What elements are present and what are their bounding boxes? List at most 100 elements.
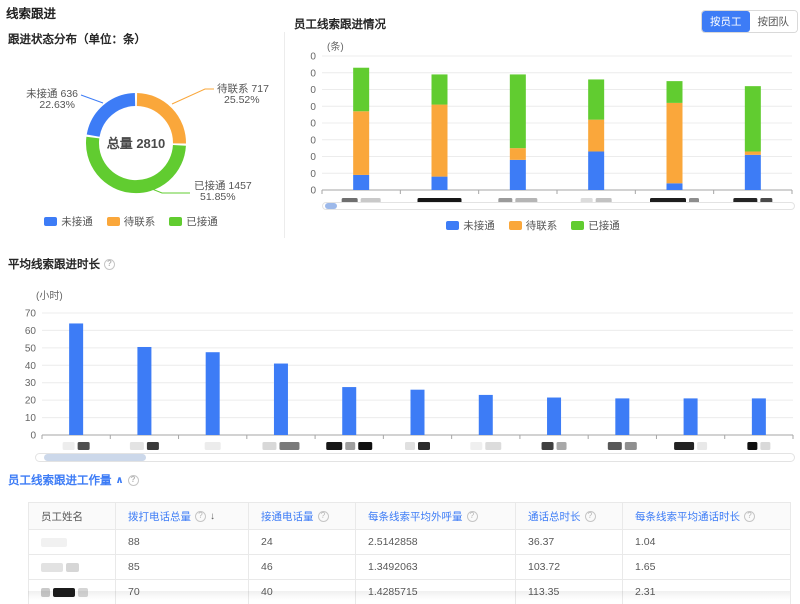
stacked-bar-segment-待联系[interactable] [666,102,683,184]
help-icon[interactable]: ? [104,258,115,270]
cell-total-calls: 88 [115,529,249,555]
toggle-by-employee-button[interactable]: 按员工 [702,11,750,32]
stacked-chart-scrollbar-handle[interactable] [325,203,337,209]
help-icon[interactable]: ? [195,510,206,522]
help-icon[interactable]: ? [317,510,329,522]
redacted-name-block [41,537,67,547]
redacted-name-block [41,587,50,597]
collapse-icon[interactable]: ∧ [115,474,124,486]
status-donut-chart[interactable]: 待联系 717 25.52% 未接通 636 22.63% 已接通 1457 5… [0,58,284,213]
help-icon[interactable]: ? [744,510,755,522]
col-label: 通话总时长 [528,510,581,523]
y-tick-label: 10 [310,169,316,180]
redacted-axis-label [77,442,90,450]
legend-item[interactable]: 已接通 [571,218,620,233]
legend-item[interactable]: 待联系 [106,214,155,229]
cell-avg-outbound: 1.3492063 [355,554,516,580]
col-header-total-calls[interactable]: 拨打电话总量 ? ↓ [115,502,249,530]
y-tick-label: 30 [25,378,37,389]
legend-label: 已接通 [186,216,218,228]
redacted-axis-label [624,442,637,450]
stacked-bar-segment-待联系[interactable] [431,104,448,177]
redacted-axis-label [129,442,144,450]
col-label: 每条线索平均外呼量 [368,510,463,523]
cell-employee-name [28,579,116,604]
table-scroll-shadow [28,591,790,600]
redacted-axis-label [326,442,343,450]
donut-slice-未接通[interactable] [86,93,136,138]
duration-bar[interactable] [410,389,425,435]
duration-bar[interactable] [205,352,220,435]
y-tick-label: 0 [310,186,316,197]
stacked-bar-segment-待联系[interactable] [588,119,605,152]
y-tick-label: 60 [25,326,37,337]
duration-bar[interactable] [137,346,152,435]
legend-item[interactable]: 已接通 [169,214,218,229]
help-icon[interactable]: ? [584,510,596,522]
stacked-bar-segment-待联系[interactable] [353,111,370,175]
col-header-avg-outbound-per-lead[interactable]: 每条线索平均外呼量 ? [355,502,516,530]
help-icon[interactable]: ? [127,474,139,486]
legend-chip [571,221,585,230]
stacked-bar-segment-待联系[interactable] [744,151,761,155]
stacked-bar-segment-未接通[interactable] [431,176,448,190]
stacked-bar-segment-未接通[interactable] [666,183,683,190]
duration-bar[interactable] [273,363,288,435]
duration-bar[interactable] [342,387,357,435]
cell-total-calls: 85 [115,554,249,580]
legend-item[interactable]: 未接通 [446,218,495,233]
stacked-bar-segment-待联系[interactable] [509,148,526,160]
legend-item[interactable]: 未接通 [44,214,93,229]
stacked-bar-segment-未接通[interactable] [588,151,605,190]
col-header-connected-calls[interactable]: 接通电话量 ? [248,502,356,530]
y-tick-label: 80 [310,52,316,63]
duration-bar[interactable] [615,398,630,435]
stacked-bar-segment-已接通[interactable] [431,74,448,105]
stacked-bar-segment-已接通[interactable] [509,74,526,149]
help-icon[interactable]: ? [466,510,478,522]
stacked-bar-segment-未接通[interactable] [353,174,370,190]
legend-label: 已接通 [588,220,620,232]
stacked-chart-scrollbar[interactable] [322,202,795,210]
redacted-axis-label [607,442,622,450]
employee-stacked-bar-chart[interactable]: 0 10 20 30 40 50 60 70 80 [310,44,800,204]
donut-slice-待联系[interactable] [136,93,187,144]
workload-panel-title-text[interactable]: 员工线索跟进工作量 [8,475,112,487]
redacted-axis-label [358,442,373,450]
stacked-bar-segment-已接通[interactable] [588,79,605,120]
legend-label: 未接通 [463,220,495,232]
avg-duration-bar-chart[interactable]: 0 10 20 30 40 50 60 70 [0,292,800,452]
y-tick-label: 60 [310,85,316,96]
legend-item[interactable]: 待联系 [508,218,557,233]
redacted-axis-label [146,442,159,450]
col-header-avg-call-duration-per-lead[interactable]: 每条线索平均通话时长 ? [622,502,791,530]
duration-bar[interactable] [69,323,84,435]
duration-bar[interactable] [683,398,698,435]
stacked-bar-segment-已接通[interactable] [353,67,370,112]
toggle-by-team-button[interactable]: 按团队 [749,11,797,32]
redacted-axis-label [279,442,300,450]
stacked-bar-segment-已接通[interactable] [666,81,683,103]
donut-slice-已接通[interactable] [86,136,186,194]
legend-chip [169,217,183,226]
legend-chip [446,221,460,230]
col-label: 接通电话量 [261,510,314,523]
workload-panel-title: 员工线索跟进工作量 ∧ ? [8,472,139,488]
stacked-bar-segment-已接通[interactable] [744,86,761,152]
duration-bar[interactable] [751,398,766,435]
sort-desc-icon[interactable]: ↓ [210,510,215,522]
y-tick-label: 50 [25,343,37,354]
col-label: 拨打电话总量 [128,510,191,523]
stacked-bar-segment-未接通[interactable] [744,154,761,190]
duration-chart-scrollbar[interactable] [35,453,795,462]
stacked-bar-segment-未接通[interactable] [509,159,526,190]
duration-chart-scrollbar-handle[interactable] [44,454,146,461]
y-tick-label: 20 [310,152,316,163]
status-chart-legend: 未接通 待联系 已接通 [16,214,246,229]
col-header-total-call-duration[interactable]: 通话总时长 ? [515,502,623,530]
duration-bar[interactable] [478,394,493,435]
duration-bar[interactable] [547,397,562,435]
connected-callout-pct: 51.85% [200,191,236,203]
table-row: 88 24 2.5142858 36.37 1.04 [28,529,791,555]
unreached-callout-pct: 22.63% [39,99,75,111]
